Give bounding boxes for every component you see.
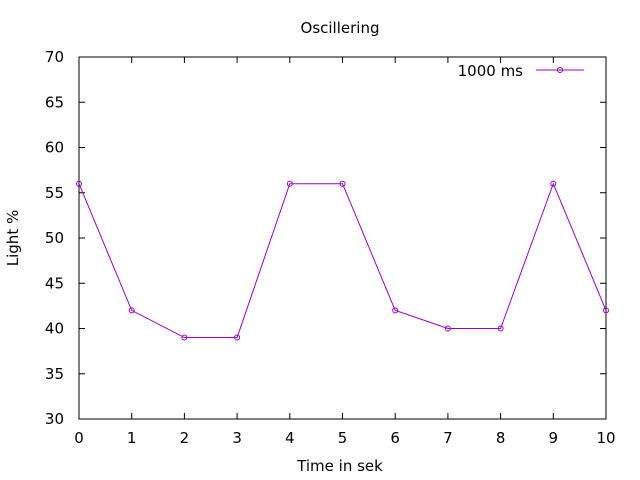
y-tick-label: 40 (45, 320, 64, 338)
x-tick-label: 1 (127, 429, 137, 447)
data-point (234, 334, 241, 341)
x-tick-label: 9 (549, 429, 559, 447)
y-tick-label: 70 (45, 48, 64, 66)
x-tick-label: 4 (285, 429, 295, 447)
data-point (497, 325, 504, 332)
y-axis-label: Light % (4, 210, 22, 266)
plot-frame (78, 56, 607, 420)
data-point (603, 307, 609, 314)
data-point (181, 334, 188, 341)
x-tick-label: 8 (496, 429, 506, 447)
y-tick-label: 30 (45, 410, 64, 428)
legend-marker (557, 67, 563, 73)
x-tick-label: 0 (74, 429, 84, 447)
data-point (339, 180, 346, 187)
x-tick-label: 2 (180, 429, 190, 447)
y-tick-label: 55 (45, 184, 64, 202)
data-point (128, 307, 135, 314)
y-tick-label: 65 (45, 93, 64, 111)
x-tick-label: 3 (232, 429, 242, 447)
legend-label: 1000 ms (458, 62, 524, 80)
series-layer (76, 180, 609, 341)
y-axis-ticks: 30 35 40 45 50 55 60 65 70 (45, 48, 606, 428)
x-axis-label: Time in sek (296, 457, 383, 475)
chart-title: Oscillering (301, 19, 380, 37)
data-point (76, 180, 82, 187)
legend: 1000 ms (458, 62, 584, 80)
y-tick-label: 35 (45, 365, 64, 383)
series-line (78, 182, 607, 339)
x-tick-label: 5 (338, 429, 348, 447)
x-tick-label: 7 (443, 429, 453, 447)
data-point (444, 325, 451, 332)
data-point (392, 307, 399, 314)
x-tick-label: 10 (596, 429, 615, 447)
data-point (550, 180, 557, 187)
y-tick-label: 45 (45, 274, 64, 292)
y-tick-label: 60 (45, 139, 64, 157)
data-point (286, 180, 293, 187)
x-axis-ticks: 0 1 2 3 4 5 6 7 8 9 10 (74, 57, 616, 447)
x-tick-label: 6 (390, 429, 400, 447)
y-tick-label: 50 (45, 229, 64, 247)
